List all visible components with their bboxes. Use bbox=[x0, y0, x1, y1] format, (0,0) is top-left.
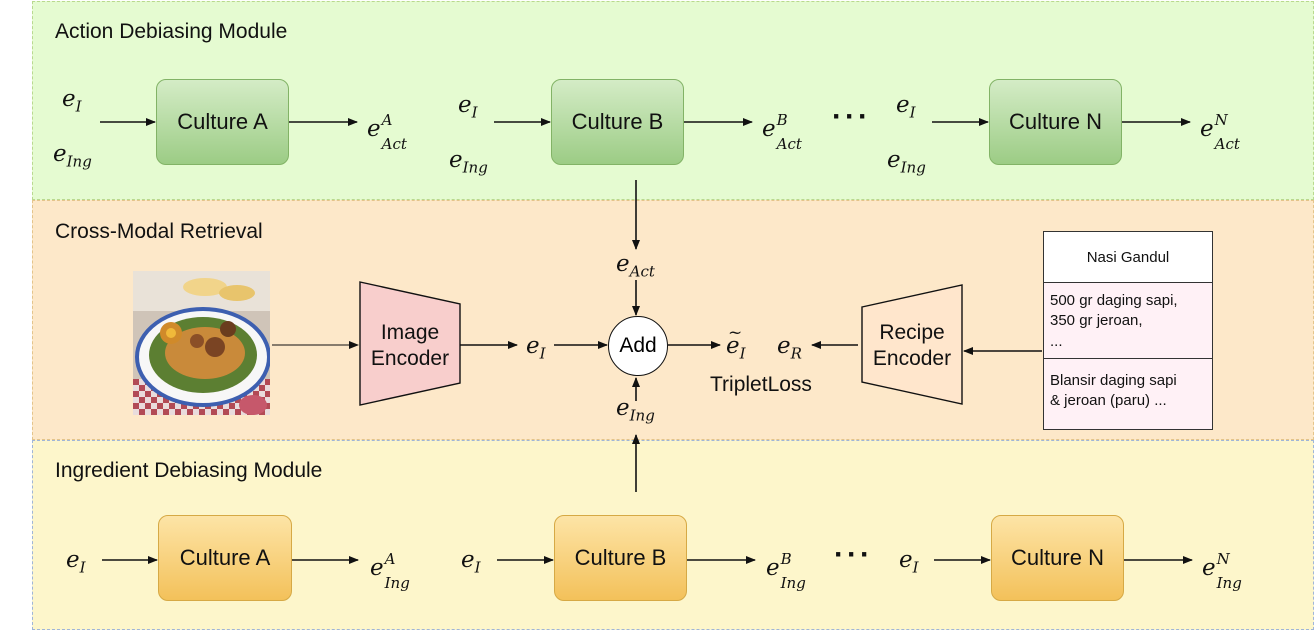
action-culture-a-block: Culture A bbox=[156, 79, 289, 165]
action-b-ingredient-embedding: eIng bbox=[449, 147, 488, 177]
ingredient-culture-b-block: Culture B bbox=[554, 515, 687, 601]
action-output-b: e B Act bbox=[762, 111, 802, 153]
action-a-image-embedding: eI bbox=[62, 86, 82, 116]
action-n-ingredient-embedding: eIng bbox=[887, 147, 926, 177]
action-n-image-embedding: eI bbox=[896, 92, 916, 122]
ingredient-culture-a-block: Culture A bbox=[158, 515, 292, 601]
action-culture-n-block: Culture N bbox=[989, 79, 1122, 165]
ingredient-output-b: e B Ing bbox=[766, 550, 806, 592]
ingredient-a-image-embedding: eI bbox=[66, 547, 86, 577]
action-culture-b-block: Culture B bbox=[551, 79, 684, 165]
recipe-embedding: eR bbox=[777, 333, 802, 363]
ingredient-b-image-embedding: eI bbox=[461, 547, 481, 577]
recipe-card: Nasi Gandul 500 gr daging sapi, 350 gr j… bbox=[1043, 231, 1213, 430]
ingredient-ellipsis: ··· bbox=[834, 538, 873, 571]
action-b-image-embedding: eI bbox=[458, 92, 478, 122]
ingredient-n-image-embedding: eI bbox=[899, 547, 919, 577]
action-output-a: e A Act bbox=[367, 111, 407, 153]
action-ellipsis: ··· bbox=[832, 100, 871, 133]
recipe-encoder-label: Recipe Encoder bbox=[872, 321, 952, 371]
action-a-ingredient-embedding: eIng bbox=[53, 141, 92, 171]
ingredient-embedding: eIng bbox=[616, 395, 655, 425]
action-module-title: Action Debiasing Module bbox=[55, 20, 288, 43]
add-node: Add bbox=[608, 316, 668, 376]
food-photo-illustration bbox=[133, 271, 270, 415]
debiased-image-embedding: e ~ I bbox=[726, 323, 746, 363]
food-photo bbox=[133, 271, 270, 415]
image-encoder-label: Image Encoder bbox=[370, 321, 450, 371]
ingredient-module-title: Ingredient Debiasing Module bbox=[55, 459, 323, 482]
ingredient-output-a: e A Ing bbox=[370, 550, 410, 592]
recipe-ingredients: 500 gr daging sapi, 350 gr jeroan, ... bbox=[1044, 283, 1212, 359]
action-output-n: e N Act bbox=[1200, 111, 1240, 153]
recipe-title: Nasi Gandul bbox=[1044, 232, 1212, 283]
retrieval-image-embedding: eI bbox=[526, 333, 546, 363]
action-embedding: eAct bbox=[616, 251, 655, 281]
triplet-loss-label: TripletLoss bbox=[710, 373, 812, 396]
retrieval-title: Cross-Modal Retrieval bbox=[55, 220, 263, 243]
ingredient-output-n: e N Ing bbox=[1202, 550, 1242, 592]
recipe-instructions: Blansir daging sapi & jeroan (paru) ... bbox=[1050, 372, 1177, 410]
ingredient-culture-n-block: Culture N bbox=[991, 515, 1124, 601]
